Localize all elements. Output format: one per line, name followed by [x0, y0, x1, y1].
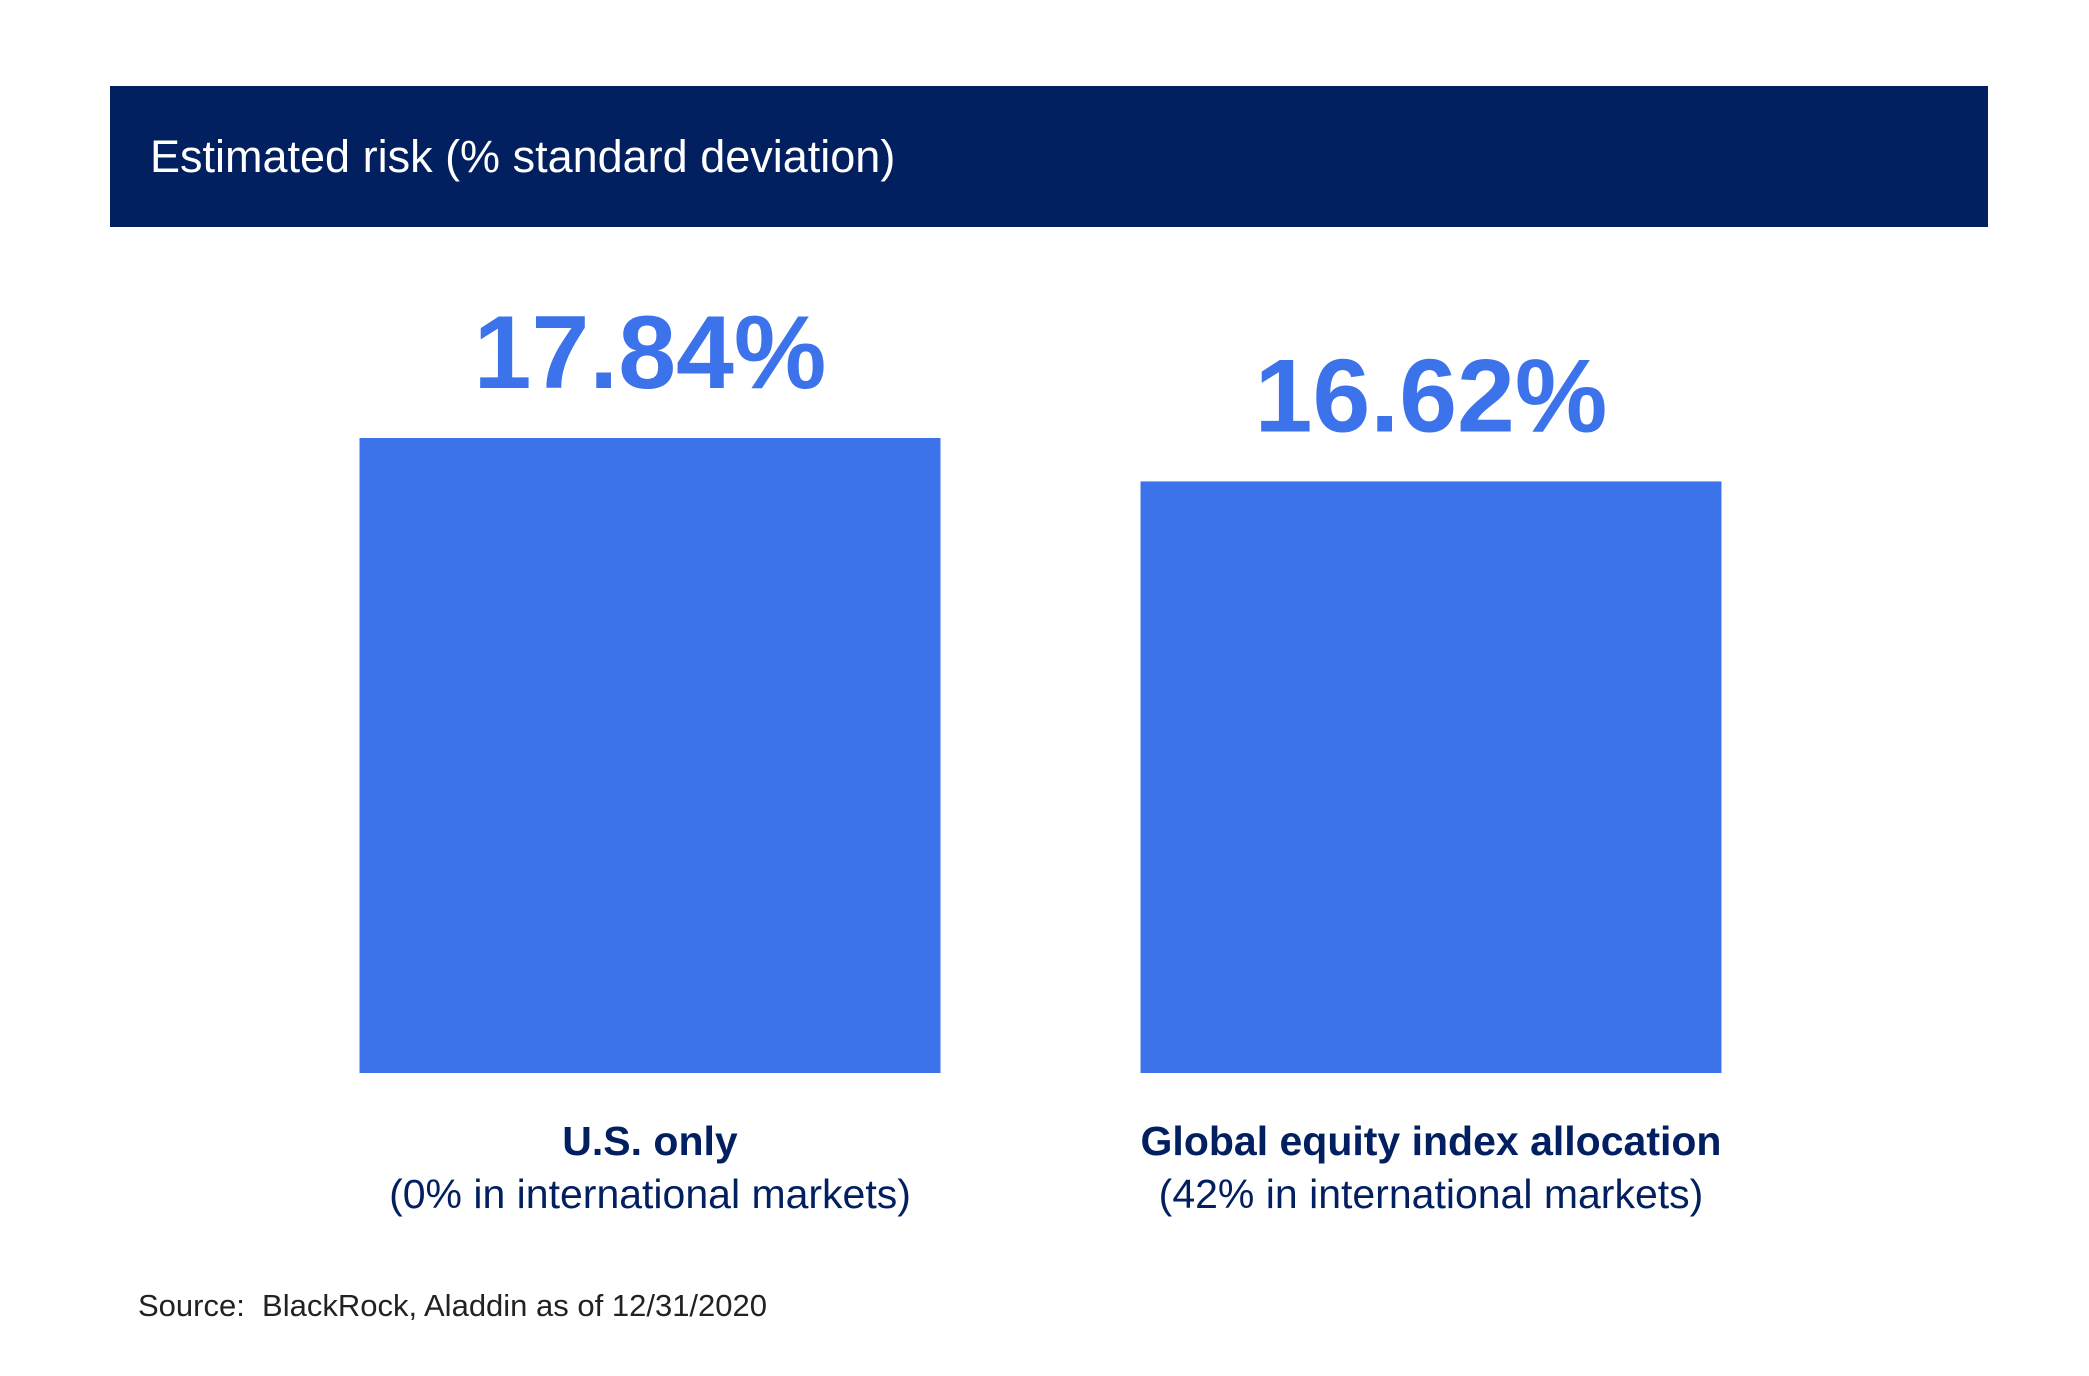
chart-title-bar: Estimated risk (% standard deviation) — [110, 86, 1988, 227]
category-sublabel: (0% in international markets) — [389, 1171, 911, 1217]
category-label-us-only: U.S. only (0% in international markets) — [300, 1118, 1000, 1218]
category-name: Global equity index allocation — [1140, 1118, 1722, 1164]
bar-1 — [1140, 481, 1722, 1073]
category-sublabel: (42% in international markets) — [1158, 1171, 1704, 1217]
bar-value-label-0: 17.84% — [474, 295, 827, 411]
bar-0 — [359, 438, 941, 1073]
source-note: Source: BlackRock, Aladdin as of 12/31/2… — [138, 1288, 768, 1323]
chart-title: Estimated risk (% standard deviation) — [150, 131, 896, 182]
bar-value-label-1: 16.62% — [1255, 338, 1608, 454]
category-name: U.S. only — [562, 1118, 738, 1164]
category-label-global: Global equity index allocation (42% in i… — [1081, 1118, 1781, 1218]
